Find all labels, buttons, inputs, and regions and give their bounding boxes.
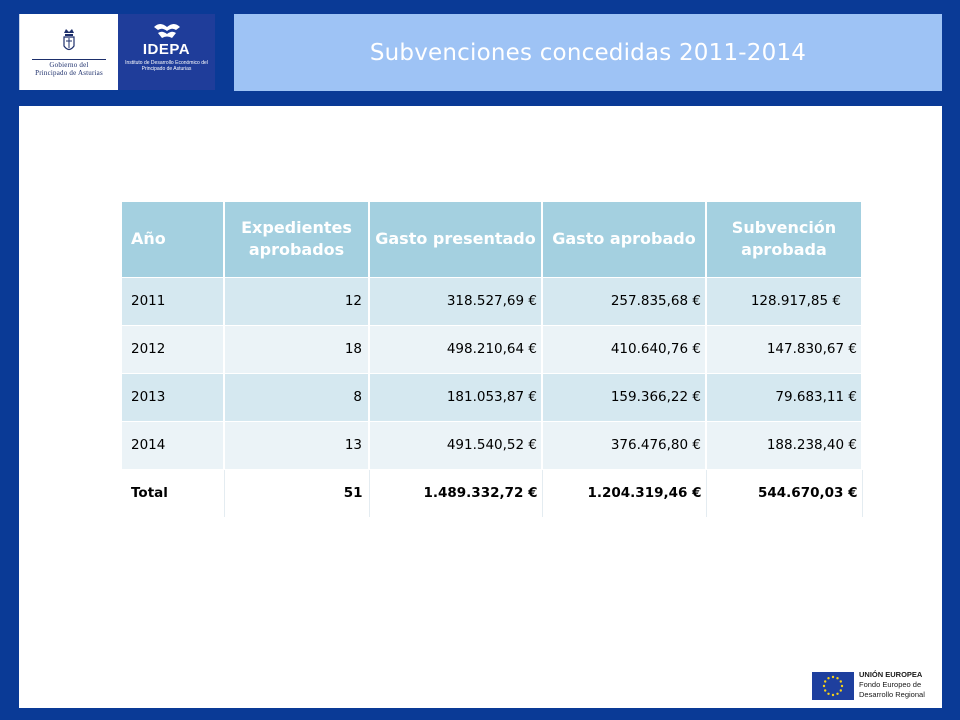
cell-expedientes: 18 bbox=[224, 324, 370, 373]
table-row: 2014 13 491.540,52 € 376.476,80 € 188.23… bbox=[122, 420, 863, 469]
cell-subvencion: 79.683,11 € bbox=[706, 372, 863, 421]
eu-logo-text: UNIÓN EUROPEA Fondo Europeo de Desarroll… bbox=[859, 670, 944, 700]
table-row: 2011 12 318.527,69 € 257.835,68 € 128.91… bbox=[122, 276, 863, 325]
cell-total-gasto-presentado: 1.489.332,72 € bbox=[369, 468, 543, 517]
cell-expedientes: 12 bbox=[224, 276, 370, 325]
cell-expedientes: 8 bbox=[224, 372, 370, 421]
eu-logo-title: UNIÓN EUROPEA bbox=[859, 670, 923, 679]
table-row: 2012 18 498.210,64 € 410.640,76 € 147.83… bbox=[122, 324, 863, 373]
asturias-crest-icon bbox=[63, 28, 75, 50]
cell-year: 2013 bbox=[122, 372, 225, 421]
asturias-logo: Gobierno del Principado de Asturias bbox=[20, 14, 118, 90]
table-row: 2013 8 181.053,87 € 159.366,22 € 79.683,… bbox=[122, 372, 863, 421]
column-header-year: Año bbox=[122, 202, 225, 277]
cell-year: 2014 bbox=[122, 420, 225, 469]
eu-logo: UNIÓN EUROPEA Fondo Europeo de Desarroll… bbox=[808, 662, 942, 708]
table-header-row: Año Expedientes aprobados Gasto presenta… bbox=[122, 202, 863, 277]
cell-year: 2011 bbox=[122, 276, 225, 325]
column-header-gasto-aprobado: Gasto aprobado bbox=[542, 202, 707, 277]
idepa-logo-subtitle: Instituto de Desarrollo Económico del Pr… bbox=[125, 60, 208, 72]
cell-gasto-presentado: 181.053,87 € bbox=[369, 372, 543, 421]
cell-gasto-aprobado: 257.835,68 € bbox=[542, 276, 707, 325]
idepa-logo: IDEPA Instituto de Desarrollo Económico … bbox=[118, 14, 215, 90]
cell-subvencion: 188.238,40 € bbox=[706, 420, 863, 469]
page-title: Subvenciones concedidas 2011-2014 bbox=[369, 39, 807, 66]
content-area: Año Expedientes aprobados Gasto presenta… bbox=[19, 106, 942, 708]
cell-total-label: Total bbox=[122, 468, 225, 517]
cell-gasto-presentado: 498.210,64 € bbox=[369, 324, 543, 373]
title-bar: Subvenciones concedidas 2011-2014 bbox=[234, 14, 942, 91]
idepa-mark-icon bbox=[153, 24, 180, 38]
cell-gasto-aprobado: 159.366,22 € bbox=[542, 372, 707, 421]
cell-expedientes: 13 bbox=[224, 420, 370, 469]
grants-table: Año Expedientes aprobados Gasto presenta… bbox=[122, 202, 863, 517]
cell-gasto-presentado: 318.527,69 € bbox=[369, 276, 543, 325]
table-total-row: Total 51 1.489.332,72 € 1.204.319,46 € 5… bbox=[122, 468, 863, 517]
cell-total-subvencion: 544.670,03 € bbox=[706, 468, 863, 517]
eu-flag-icon bbox=[812, 672, 854, 700]
logo-divider bbox=[32, 58, 106, 60]
cell-subvencion: 128.917,85 € bbox=[706, 276, 863, 325]
cell-year: 2012 bbox=[122, 324, 225, 373]
eu-logo-line1: Fondo Europeo de bbox=[859, 680, 922, 689]
cell-gasto-aprobado: 376.476,80 € bbox=[542, 420, 707, 469]
asturias-logo-line1: Gobierno del bbox=[49, 60, 89, 69]
idepa-logo-name: IDEPA bbox=[142, 41, 191, 58]
column-header-gasto-presentado: Gasto presentado bbox=[369, 202, 543, 277]
cell-total-gasto-aprobado: 1.204.319,46 € bbox=[542, 468, 707, 517]
asturias-logo-line2: Principado de Asturias bbox=[35, 68, 103, 77]
cell-subvencion: 147.830,67 € bbox=[706, 324, 863, 373]
column-header-expedientes: Expedientes aprobados bbox=[224, 202, 370, 277]
cell-gasto-presentado: 491.540,52 € bbox=[369, 420, 543, 469]
cell-total-expedientes: 51 bbox=[224, 468, 370, 517]
column-header-subvencion: Subvención aprobada bbox=[706, 202, 863, 277]
logo-panel: Gobierno del Principado de Asturias IDEP… bbox=[19, 14, 215, 90]
eu-logo-line2: Desarrollo Regional bbox=[859, 690, 925, 699]
cell-gasto-aprobado: 410.640,76 € bbox=[542, 324, 707, 373]
